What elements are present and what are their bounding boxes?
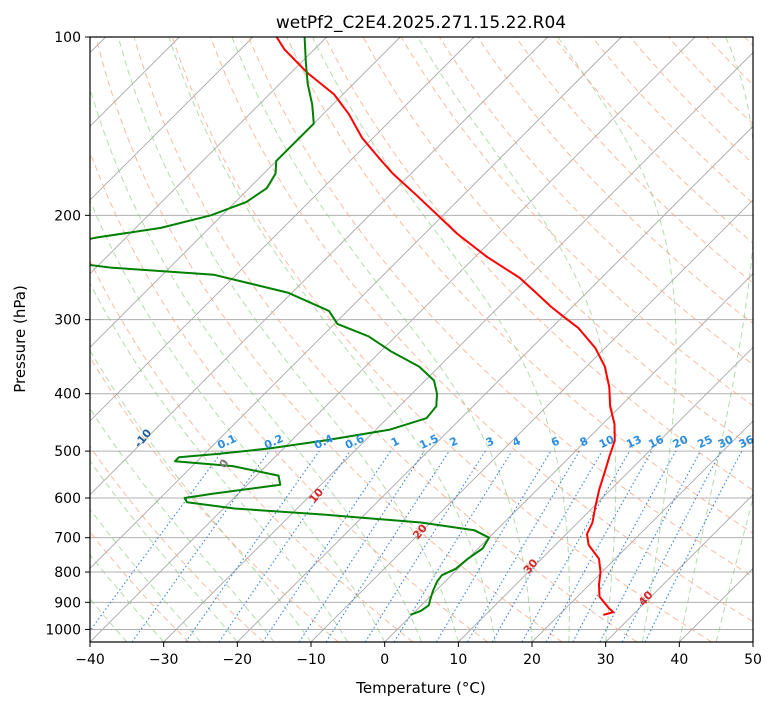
isotherm-gridline [90,37,622,569]
dry-adiabat-line [324,37,753,491]
mixing-ratio-label: 30 [716,433,736,451]
dry-adiabat-line [95,37,563,642]
moist-adiabat-line [715,496,753,642]
mixing-ratio-line [521,450,630,642]
moist-adiabat-line [90,87,422,642]
isotherm-gridline [90,37,327,275]
chart-title: wetPf2_C2E4.2025.271.15.22.R04 [276,13,566,33]
moist-adiabat-line [90,554,165,642]
mixing-ratio-label: 25 [695,433,714,451]
isotherm-gridline [605,494,753,642]
mixing-ratio-label: 20 [671,433,691,451]
mixing-ratio-line [393,450,513,642]
isotherm-gridline [384,273,753,642]
x-tick-label: 40 [670,652,688,668]
mixing-ratio-label: 16 [646,433,666,451]
mixing-ratio-line [364,450,486,642]
x-tick-label: 20 [523,652,541,668]
mixing-ratio-line [491,450,603,642]
moist-adiabat-line [311,37,570,642]
mixing-ratio-line [185,450,320,642]
dry-adiabat-line [133,37,638,642]
x-tick-label: 10 [449,652,467,668]
y-axis-title: Pressure (hPa) [11,285,29,393]
moist-adiabat-line [117,37,459,642]
mixing-ratio-line [545,450,653,642]
x-axis-title: Temperature (°C) [355,679,485,697]
isotherm-gridline [90,37,696,642]
moist-adiabat-line [90,460,238,642]
isotherm-gridline [531,420,753,642]
dry-adiabat-line [90,259,414,642]
mixing-ratio-line [131,450,270,642]
moist-adiabat-line [168,37,496,642]
y-tick-label: 500 [54,444,81,460]
x-tick-label: −20 [223,652,253,668]
y-tick-label: 600 [54,491,81,507]
dry-adiabat-line [591,37,753,204]
y-tick-label: 100 [54,30,81,46]
mixing-ratio-line [467,450,580,642]
mixing-ratio-line [325,450,450,642]
moist-adiabat-line [678,37,753,642]
moist-adiabat-line [90,407,275,642]
background-lines [90,37,753,642]
moist-adiabat-line [90,282,349,642]
x-tick-label: 30 [597,652,615,668]
mixing-ratio-label: 13 [624,433,643,451]
moist-adiabat-line [417,37,617,642]
y-tick-label: 900 [54,595,81,611]
plot-frame [89,36,754,643]
isotherm-gridline [163,52,753,642]
mixing-ratio-line [435,450,552,642]
x-tick-label: 50 [744,652,762,668]
dry-adiabat-line [515,37,753,284]
dry-adiabat-line [362,37,753,449]
x-tick-label: 0 [380,652,389,668]
dry-adiabat-line [171,37,712,642]
moist-adiabat-line [557,37,677,642]
moist-adiabat-line [90,598,128,642]
mixing-ratio-line [572,450,677,642]
isotherm-gridline [90,37,548,496]
isotherm-gridline [90,37,475,422]
y-tick-label: 300 [54,313,81,329]
dry-adiabat-line [629,37,753,165]
mixing-ratio-line [90,450,223,632]
dewpoint-profile-line [90,37,490,616]
dry-adiabat-line [90,445,264,642]
moist-adiabat-line [90,508,201,642]
temperature-profile-line [275,37,616,616]
dry-adiabat-line [477,37,753,325]
moist-adiabat-line [231,37,533,642]
y-tick-label: 400 [54,387,81,403]
x-tick-label: −40 [75,652,105,668]
y-tick-label: 800 [54,565,81,581]
isotherm-gridline [237,125,753,642]
mixing-ratio-line [218,450,351,642]
y-tick-label: 200 [54,208,81,224]
dry-adiabat-line [210,37,753,623]
x-tick-label: −30 [149,652,179,668]
y-tick-label: 700 [54,531,81,547]
mixing-ratio-label: 10 [597,433,617,451]
isotherm-gridline [458,346,753,642]
moist-adiabat-line [90,199,386,642]
mixing-ratio-label: 36 [737,433,757,451]
profile-lines [90,37,616,616]
axes: −40 −30 −20 −10 0 10 20 30 40 50 100 200 300 400 500 60… [45,30,762,668]
x-tick-label: −10 [296,652,326,668]
dry-adiabat-line [400,37,753,407]
moist-adiabat-line [90,349,312,642]
y-tick-label: 1000 [45,622,81,638]
